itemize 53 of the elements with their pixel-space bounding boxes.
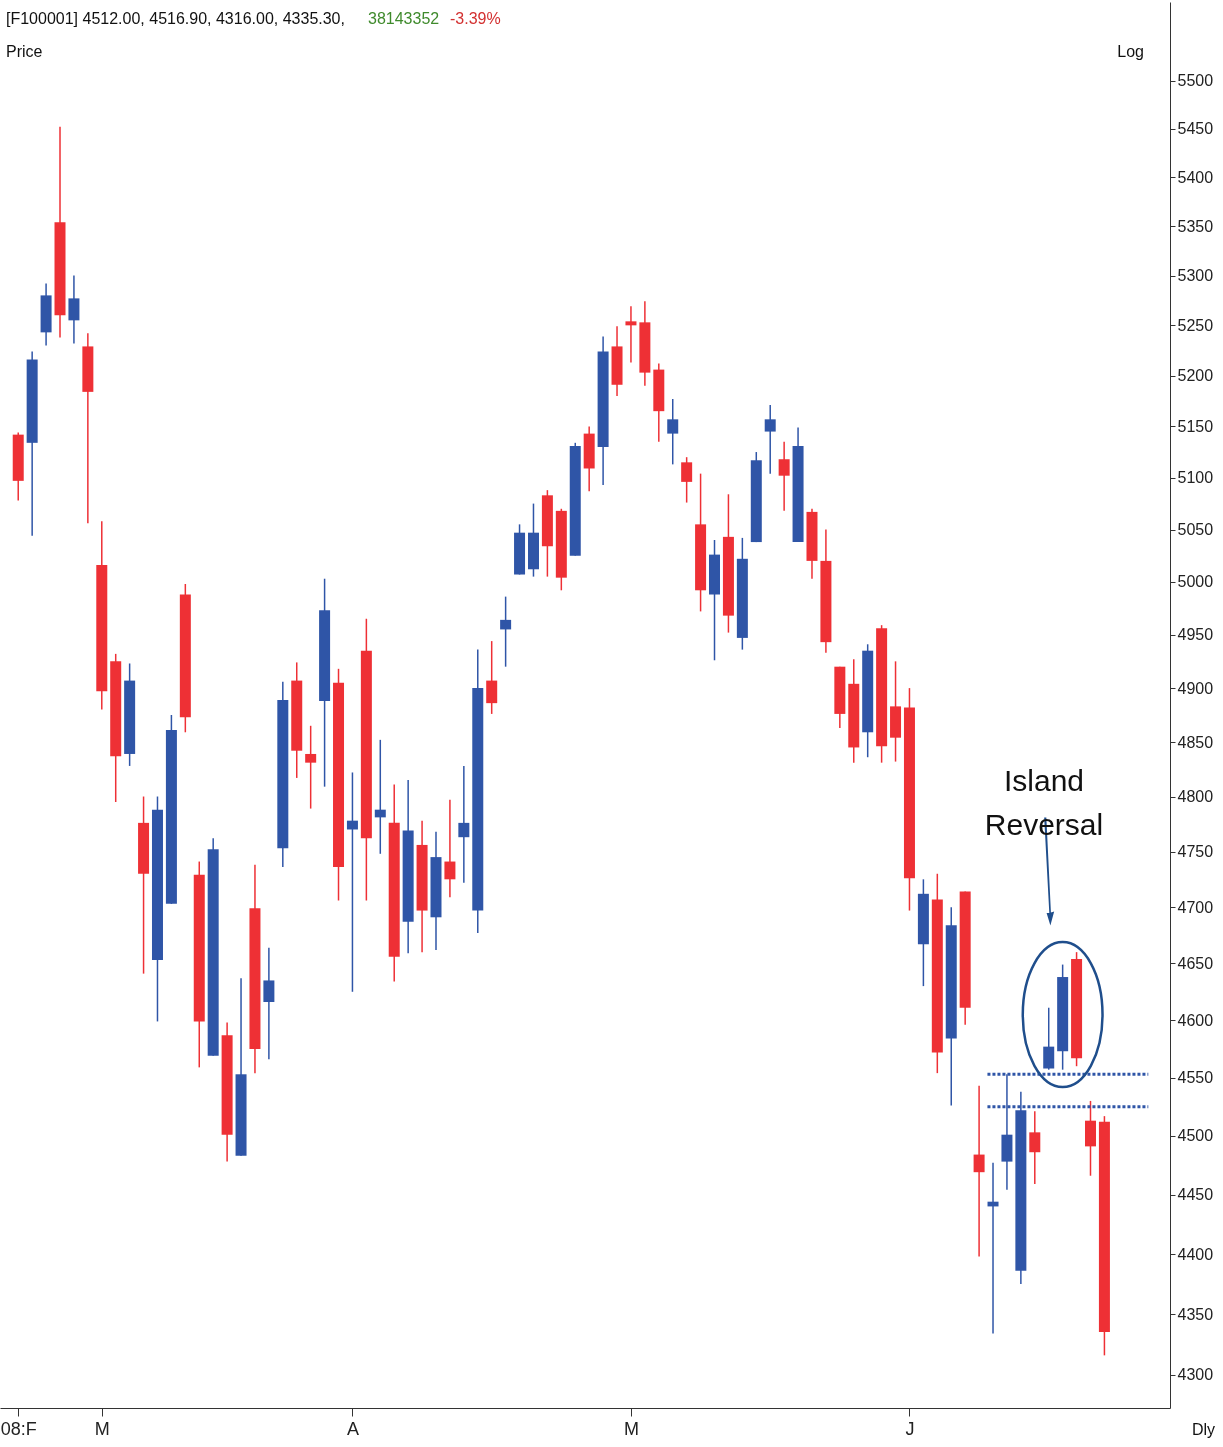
- candlestick: [374, 739, 386, 855]
- text: Log: [1117, 43, 1144, 60]
- x-tick-label: J: [905, 1418, 915, 1439]
- candlestick: [625, 305, 637, 364]
- y-tick-label: 5000: [1177, 573, 1214, 591]
- y-tick-label: 5250: [1177, 316, 1214, 334]
- candlestick: [778, 441, 790, 512]
- y-tick-label: 5500: [1177, 72, 1214, 90]
- candlestick: [1043, 1006, 1055, 1071]
- y-tick-label: 5200: [1177, 367, 1214, 385]
- y-tick-label: 5350: [1177, 217, 1214, 235]
- y-axis-title: Price: [6, 43, 43, 60]
- candlestick: [764, 404, 776, 475]
- candlestick: [458, 765, 470, 884]
- candlestick: [667, 398, 679, 466]
- candlestick: [305, 725, 317, 810]
- candlestick: [486, 640, 498, 715]
- x-tick-label: M: [623, 1418, 639, 1439]
- y-tick-label: 5150: [1177, 417, 1214, 435]
- candlestick: [681, 456, 693, 504]
- candlestick: [263, 946, 275, 1061]
- y-tick-label: 4600: [1177, 1011, 1214, 1029]
- x-tick-label: A: [346, 1418, 359, 1439]
- text: Dly: [1192, 1421, 1216, 1438]
- y-tick-label: 5450: [1177, 120, 1214, 138]
- annotation: -3.39%: [450, 10, 501, 27]
- y-tick-label: 4500: [1177, 1127, 1214, 1145]
- y-tick-label: 4450: [1177, 1186, 1214, 1204]
- y-tick-label: 4950: [1177, 626, 1214, 644]
- y-tick-label: 5400: [1177, 168, 1214, 186]
- annotation: 38143352: [368, 10, 440, 27]
- y-tick-label: 5300: [1177, 267, 1214, 285]
- x-tick-label: M: [94, 1418, 110, 1439]
- y-tick-label: 5100: [1177, 469, 1214, 487]
- y-tick-label: 4700: [1177, 898, 1214, 916]
- y-tick-label: 4900: [1177, 679, 1214, 697]
- y-tick-label: 4750: [1177, 843, 1214, 861]
- y-tick-label: 4650: [1177, 954, 1214, 972]
- y-tick-label: 4300: [1177, 1366, 1214, 1384]
- y-tick-label: 4400: [1177, 1245, 1214, 1263]
- y-tick-label: 4550: [1177, 1069, 1214, 1087]
- candlestick: [346, 771, 358, 993]
- chart-title: [F100001] 4512.00, 4516.90, 4316.00, 4335.30,: [6, 10, 345, 27]
- candlestick: [444, 799, 456, 898]
- y-tick-label: 4350: [1177, 1305, 1214, 1323]
- x-tick-label: 08:F: [0, 1418, 37, 1439]
- y-tick-label: 4850: [1177, 733, 1214, 751]
- candlestick: [973, 1085, 985, 1258]
- candlestick: [500, 595, 512, 668]
- candlestick: [1029, 1110, 1041, 1185]
- candlestick: [68, 274, 80, 345]
- y-tick-label: 4800: [1177, 788, 1214, 806]
- y-tick-label: 5050: [1177, 521, 1214, 539]
